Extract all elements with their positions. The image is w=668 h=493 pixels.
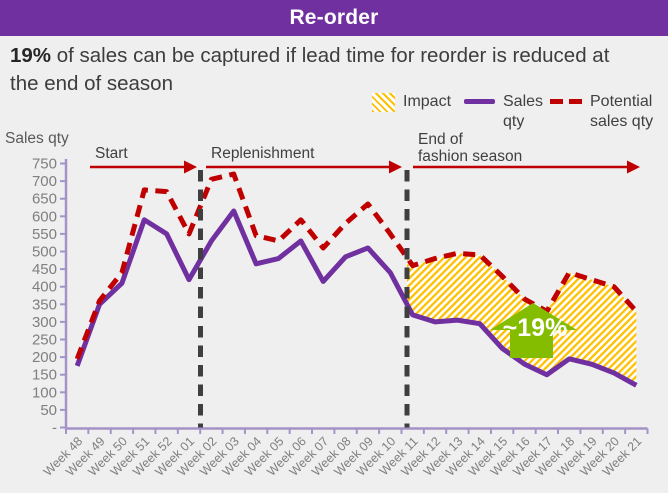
legend-item-potential: Potential sales qty — [550, 92, 662, 132]
svg-text:700: 700 — [32, 173, 57, 190]
svg-text:fashion season: fashion season — [418, 148, 522, 165]
svg-text:250: 250 — [32, 332, 57, 349]
svg-text:Start: Start — [95, 145, 128, 162]
svg-text:350: 350 — [32, 296, 57, 313]
y-axis-title: Sales qty — [5, 130, 69, 147]
svg-text:500: 500 — [32, 244, 57, 261]
svg-text:450: 450 — [32, 261, 57, 278]
svg-text:100: 100 — [32, 384, 57, 401]
legend-item-sales: Sales qty — [464, 92, 549, 132]
legend-potential-label: Potential sales qty — [590, 93, 654, 130]
impact-swatch-icon — [372, 93, 395, 112]
svg-text:550: 550 — [32, 226, 57, 243]
svg-text:750: 750 — [32, 156, 57, 173]
svg-text:-: - — [52, 420, 57, 437]
impact-annotation-arrow: ~19% — [490, 303, 577, 358]
key-message: 19% of sales can be captured if lead tim… — [10, 42, 616, 97]
svg-text:Replenishment: Replenishment — [211, 145, 315, 162]
sales-qty-line — [74, 208, 638, 388]
svg-text:300: 300 — [32, 314, 57, 331]
svg-text:200: 200 — [32, 349, 57, 366]
svg-text:50: 50 — [40, 402, 57, 419]
phase-start: Start — [90, 145, 197, 174]
svg-text:600: 600 — [32, 208, 57, 225]
impact-annotation-text: ~19% — [503, 314, 568, 342]
page-title: Re-order — [289, 6, 379, 29]
legend-impact-label: Impact — [403, 93, 452, 110]
svg-text:150: 150 — [32, 367, 57, 384]
svg-text:End of: End of — [418, 131, 464, 148]
potential-line-swatch-icon — [550, 99, 582, 104]
legend-sales-label: Sales qty — [503, 93, 544, 130]
legend-item-impact: Impact — [372, 92, 451, 112]
tick-marks — [60, 162, 649, 434]
phase-replenishment: Replenishment — [206, 145, 402, 174]
key-message-highlight: 19% — [10, 44, 52, 67]
y-tick-labels: 5010015020025030035040045050055060065070… — [32, 156, 57, 437]
sales-line-swatch-icon — [464, 99, 495, 104]
key-message-text: of sales can be captured if lead time fo… — [10, 44, 610, 95]
header-bar: Re-order — [0, 0, 668, 36]
svg-text:400: 400 — [32, 279, 57, 296]
svg-text:650: 650 — [32, 191, 57, 208]
